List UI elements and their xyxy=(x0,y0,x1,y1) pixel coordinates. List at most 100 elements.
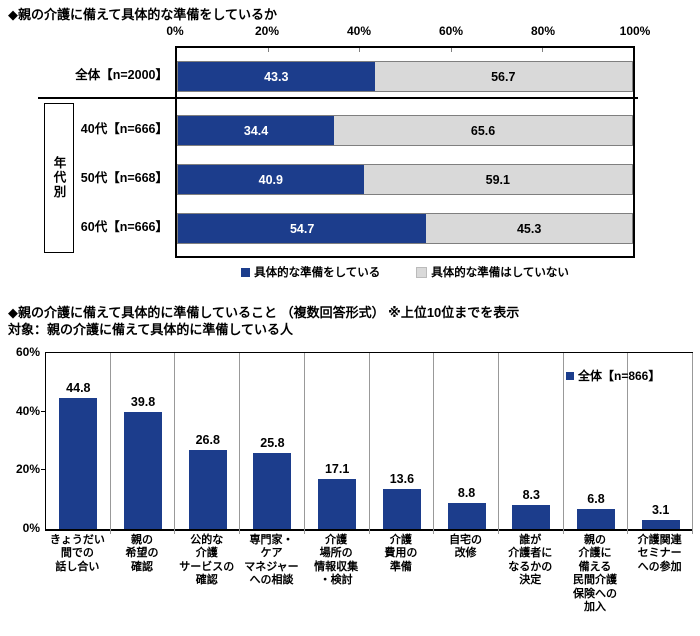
segment-prepared: 43.3 xyxy=(178,62,375,91)
column-separator xyxy=(174,353,176,534)
x-axis-tick-label: 80% xyxy=(530,24,556,38)
bar-value-label: 13.6 xyxy=(389,472,415,487)
column-separator xyxy=(627,353,629,534)
column-separator xyxy=(239,353,241,534)
stacked-bar-row: 40.9 59.1 xyxy=(177,164,633,195)
bar xyxy=(576,509,615,529)
stacked-plot: 43.3 56.7 34.4 65.6 40.9 59.1 54.7 45.3 xyxy=(175,46,635,258)
bar-value-label: 8.3 xyxy=(522,487,540,502)
stacked-chart-title: ◆親の介護に備えて具体的な準備をしているか xyxy=(8,7,277,22)
axis-tick-mark xyxy=(268,48,270,52)
axis-tick-mark xyxy=(541,48,543,52)
bar-column: 3.1 xyxy=(628,353,693,529)
bar xyxy=(188,450,227,529)
stacked-row-label: 60代【n=666】 xyxy=(80,219,168,234)
bar-category-label: 専門家・ ケア マネジャー への相談 xyxy=(244,534,299,587)
column-separator xyxy=(368,353,370,534)
bar-chart-title: ◆親の介護に備えて具体的に準備していること （複数回答形式） ※上位10位までを… xyxy=(8,305,520,320)
bar-value-label: 39.8 xyxy=(130,395,156,410)
bar-legend-label: 全体【n=866】 xyxy=(578,369,661,383)
total-group-divider xyxy=(38,97,638,99)
legend-label-prepared: 具体的な準備をしている xyxy=(254,267,381,279)
bar-column: 26.8 xyxy=(175,353,240,529)
legend-item-prepared: 具体的な準備をしている xyxy=(241,264,380,280)
legend-item-not-prepared: 具体的な準備はしていない xyxy=(416,264,569,280)
age-group-label: 年代別 xyxy=(51,156,66,200)
column-separator xyxy=(692,353,693,534)
bar xyxy=(253,453,292,529)
age-group-box: 年代別 xyxy=(44,103,74,253)
stacked-bar-row: 43.3 56.7 xyxy=(177,61,633,92)
x-axis-tick-label: 40% xyxy=(346,24,372,38)
axis-tick-mark xyxy=(450,48,452,52)
legend-swatch-not-prepared xyxy=(416,266,428,278)
stacked-row-label: 50代【n=668】 xyxy=(80,170,168,185)
bar-category-labels: きょうだい 間での 話し合い 親の 希望の 確認 公的な 介護 サービスの 確認 専門… xyxy=(45,534,692,614)
axis-tick-mark xyxy=(359,48,361,52)
bar-column: 39.8 xyxy=(111,353,176,529)
segment-prepared: 34.4 xyxy=(178,116,335,145)
bar-value-label: 6.8 xyxy=(587,492,605,507)
bar-column: 17.1 xyxy=(305,353,370,529)
bar-category-label: 公的な 介護 サービスの 確認 xyxy=(179,534,235,587)
legend-swatch-prepared xyxy=(241,267,251,277)
bar-category-label: 介護 場所の 情報収集 ・検討 xyxy=(314,534,359,587)
column-separator xyxy=(433,353,435,534)
y-axis-tick-label: 40% xyxy=(15,403,40,418)
bar-plot: 44.8 39.8 26.8 25.8 17.1 13.6 8.8 8.3 6.8 3.1 xyxy=(45,352,693,534)
bar xyxy=(447,503,486,529)
y-axis-tick-label: 0% xyxy=(22,521,40,535)
bar-value-label: 26.8 xyxy=(195,433,220,448)
bar-value-label: 44.8 xyxy=(66,380,91,395)
x-axis-tick-label: 60% xyxy=(438,24,464,38)
segment-not-prepared: 56.7 xyxy=(374,62,632,91)
bar-category-label: 誰が 介護者に なるかの 決定 xyxy=(508,534,553,587)
bar xyxy=(318,478,357,529)
bar-value-label: 3.1 xyxy=(651,502,670,517)
axis-tick-mark xyxy=(41,469,46,471)
bar-legend: 全体【n=866】 xyxy=(566,367,660,384)
bar-value-label: 25.8 xyxy=(260,436,285,451)
bar-column: 8.3 xyxy=(499,353,564,529)
bar xyxy=(512,504,551,529)
x-axis-tick-label: 20% xyxy=(254,24,280,38)
bar-chart-subtitle: 対象：親の介護に備えて具体的に準備している人 xyxy=(8,322,293,337)
stacked-bar-row: 34.4 65.6 xyxy=(177,115,633,146)
stacked-row-label: 全体【n=2000】 xyxy=(75,67,168,82)
bar-category-label: 親の 希望の 確認 xyxy=(125,534,159,573)
bar-value-label: 17.1 xyxy=(324,461,350,476)
segment-not-prepared: 65.6 xyxy=(334,116,632,145)
legend-label-not-prepared: 具体的な準備はしていない xyxy=(431,267,569,279)
bar-category-label: 親の 介護に 備える 民間介護 保険への 加入 xyxy=(572,534,617,614)
bar-legend-swatch xyxy=(566,371,574,380)
segment-prepared: 54.7 xyxy=(178,214,427,243)
bar-category-label: 自宅の 改修 xyxy=(449,534,483,560)
stacked-legend: 具体的な準備をしている 具体的な準備はしていない xyxy=(175,264,635,280)
bar-category-label: 介護 費用の 準備 xyxy=(384,534,418,573)
column-separator xyxy=(562,353,564,534)
stacked-row-label: 40代【n=666】 xyxy=(80,121,168,136)
segment-not-prepared: 59.1 xyxy=(363,165,632,194)
x-axis-tick-label: 0% xyxy=(166,24,184,38)
bar-column: 8.8 xyxy=(434,353,499,529)
bar-category-label: きょうだい 間での 話し合い xyxy=(49,534,105,573)
column-separator xyxy=(109,353,111,534)
bar-column: 44.8 xyxy=(46,353,111,529)
bar xyxy=(641,519,680,529)
bar-category-label: 介護関連 セミナー への参加 xyxy=(637,534,682,573)
axis-tick-mark xyxy=(41,410,46,412)
x-axis-tick-label: 100% xyxy=(619,24,651,38)
column-separator xyxy=(497,353,499,534)
segment-prepared: 40.9 xyxy=(178,165,364,194)
bar xyxy=(382,489,421,529)
y-axis-tick-label: 60% xyxy=(15,345,40,359)
bar-column: 25.8 xyxy=(240,353,305,529)
segment-not-prepared: 45.3 xyxy=(426,214,632,243)
stacked-bar-row: 54.7 45.3 xyxy=(177,213,633,244)
bar-value-label: 8.8 xyxy=(457,486,476,501)
bar-column: 6.8 xyxy=(564,353,629,529)
bar xyxy=(59,397,98,529)
bar-column: 13.6 xyxy=(370,353,435,529)
bar xyxy=(124,412,163,529)
